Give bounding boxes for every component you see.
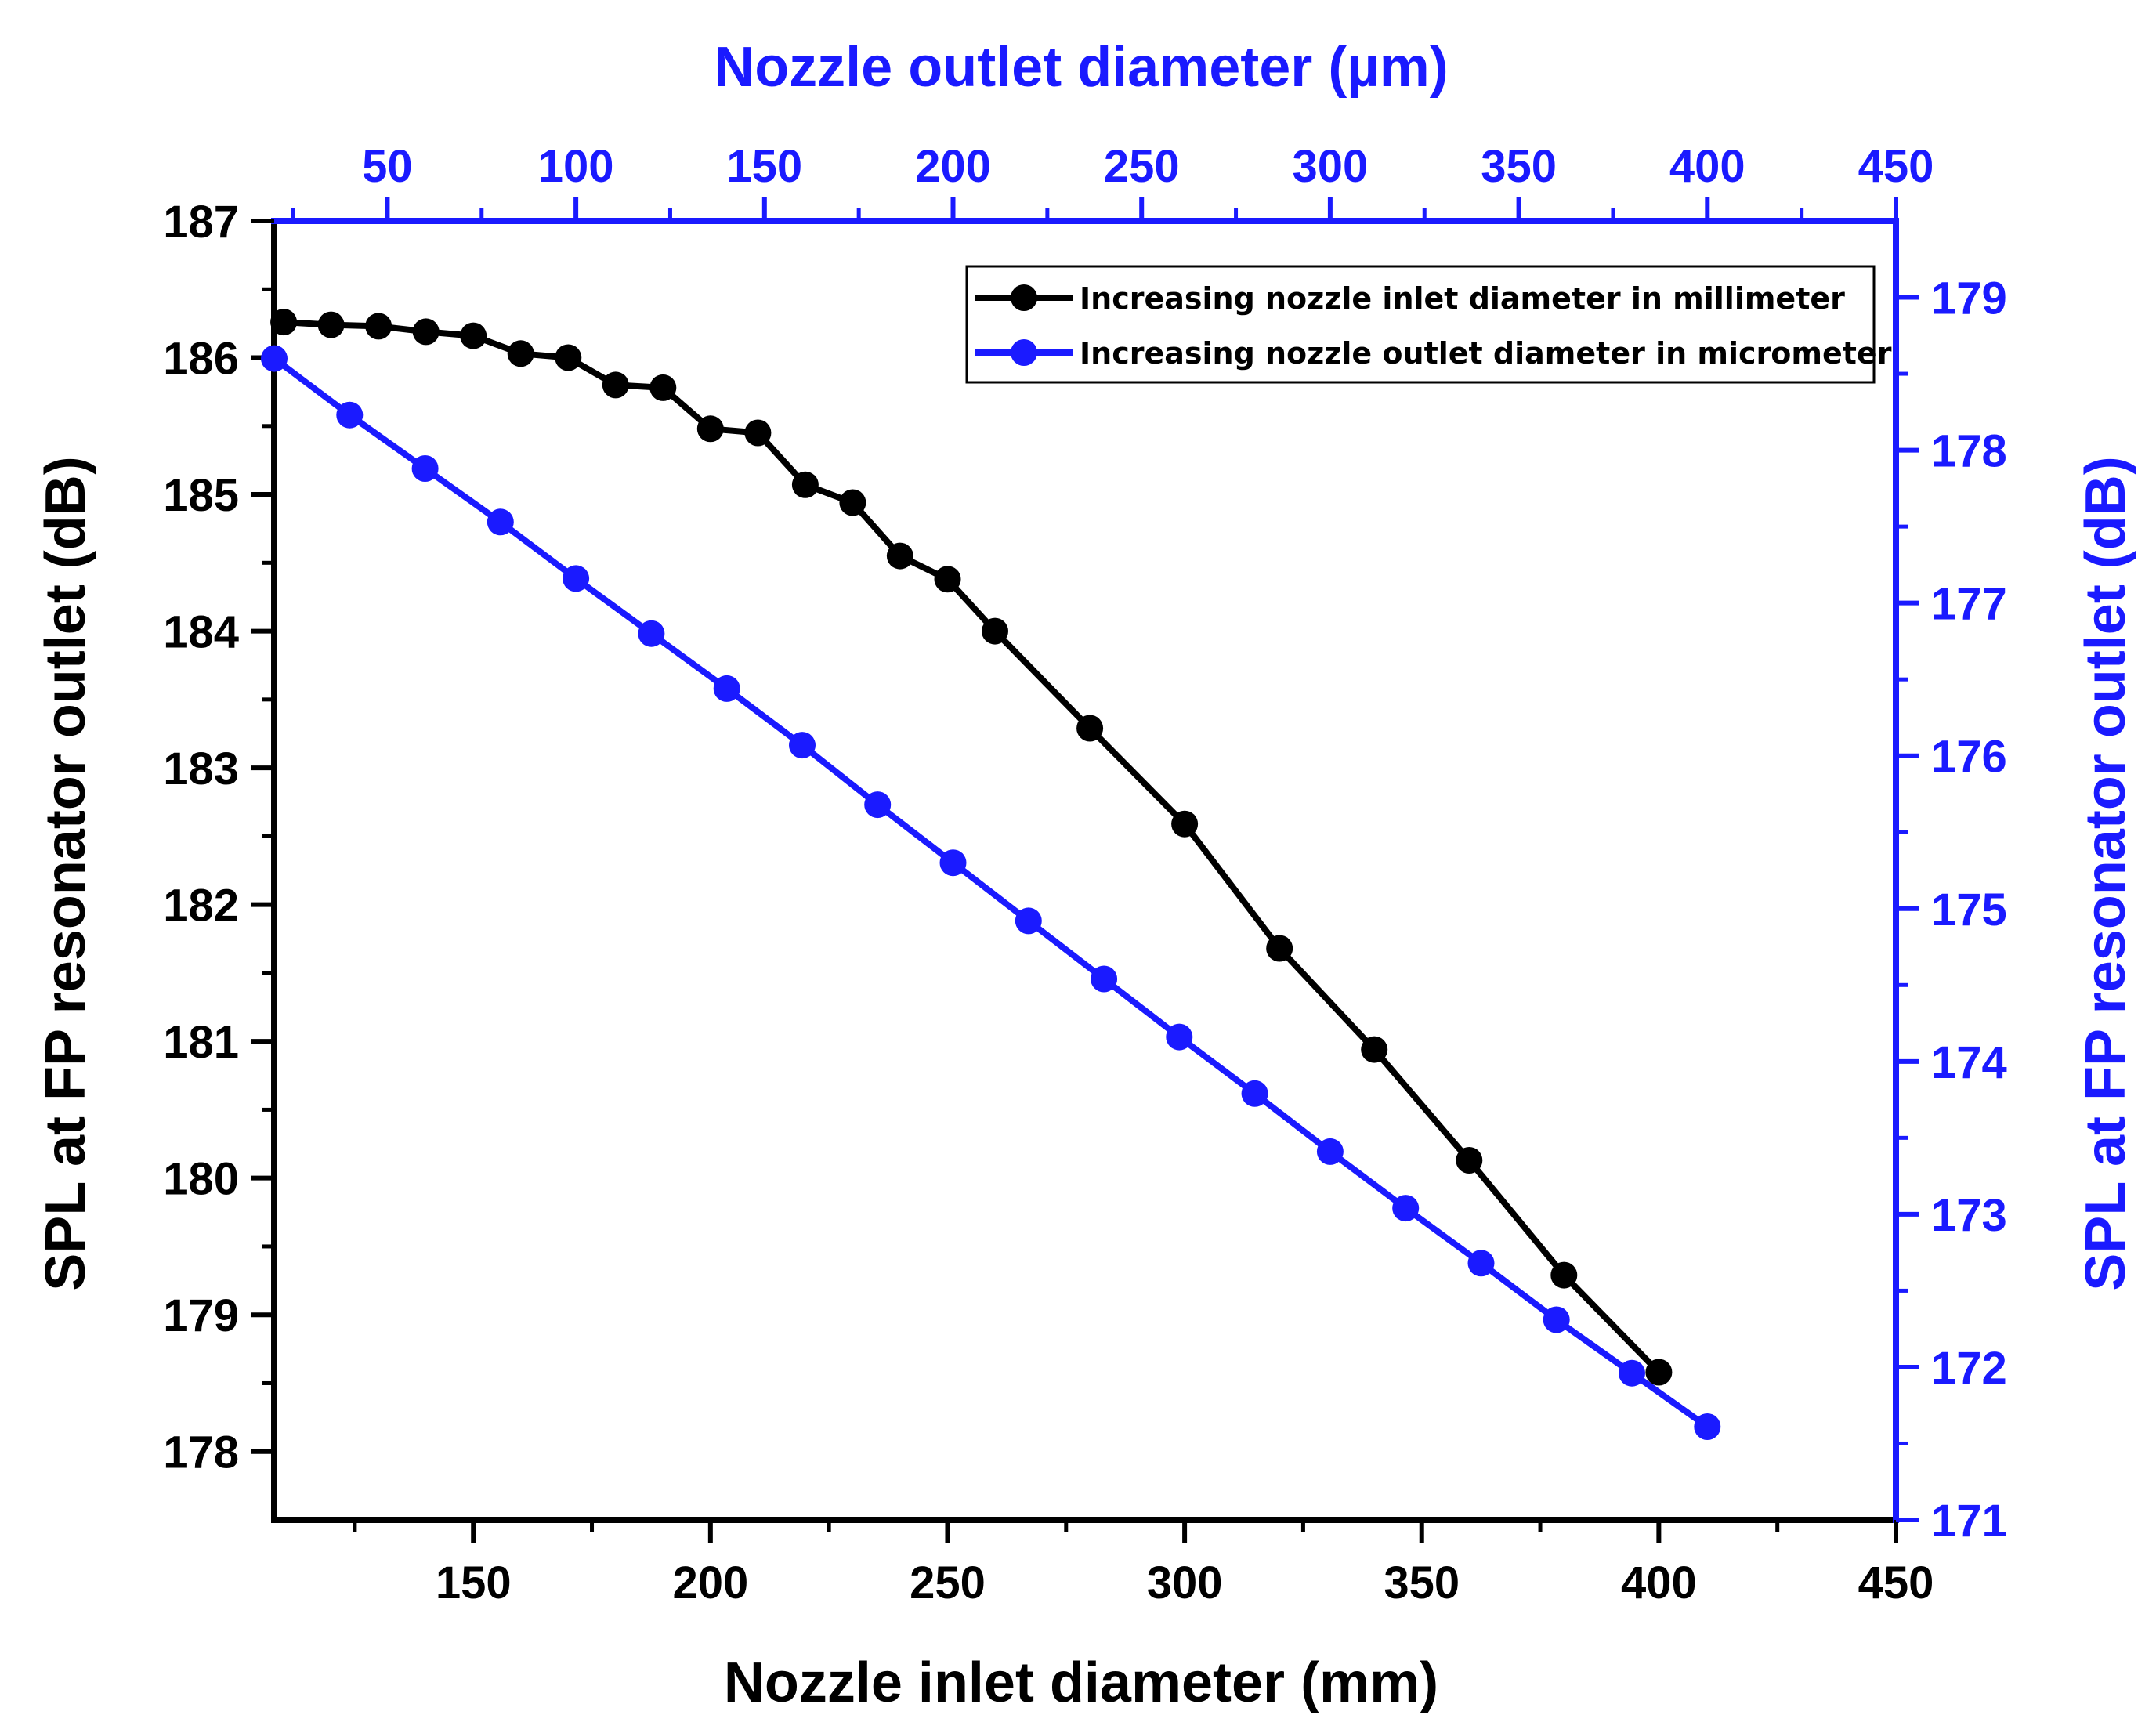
data-point-1: [1166, 1023, 1193, 1051]
right-tick-label: 174: [1931, 1037, 2007, 1088]
legend-box: [965, 265, 1876, 384]
data-point-0: [1550, 1261, 1578, 1289]
data-point-1: [939, 849, 967, 877]
data-point-1: [789, 732, 816, 759]
top-tick-label: 50: [362, 141, 413, 192]
top-tick-label: 250: [1104, 141, 1180, 192]
data-point-1: [1091, 965, 1118, 993]
data-point-1: [1543, 1306, 1570, 1333]
left-tick-label: 181: [163, 1017, 239, 1068]
data-point-1: [336, 401, 364, 429]
bottom-axis-title: Nozzle inlet diameter (mm): [724, 1652, 1438, 1714]
data-point-0: [1171, 810, 1199, 838]
right-tick-label: 176: [1931, 732, 2007, 783]
data-point-1: [487, 508, 514, 536]
data-point-0: [1076, 715, 1104, 742]
data-point-0: [886, 542, 913, 570]
left-tick-label: 178: [163, 1427, 239, 1478]
data-point-0: [412, 318, 440, 346]
data-point-1: [1392, 1195, 1420, 1222]
bottom-tick-label: 350: [1384, 1558, 1460, 1608]
legend: Increasing nozzle inlet diameter in mill…: [965, 265, 1892, 384]
data-point-0: [1361, 1036, 1388, 1063]
data-point-0: [365, 313, 392, 340]
left-axis-title: SPL at FP resonator outlet (dB): [34, 456, 97, 1290]
data-point-0: [460, 322, 487, 349]
data-point-0: [602, 371, 629, 399]
data-point-1: [864, 791, 892, 819]
data-point-0: [839, 489, 866, 516]
data-point-1: [713, 675, 740, 702]
data-point-1: [563, 565, 590, 592]
data-point-0: [555, 344, 582, 371]
top-tick-label: 300: [1293, 141, 1369, 192]
left-tick-label: 185: [163, 470, 239, 521]
data-point-0: [1266, 935, 1293, 962]
right-tick-label: 173: [1931, 1190, 2007, 1241]
legend-label-black: Increasing nozzle inlet diameter in mill…: [1080, 281, 1845, 316]
series-line-1: [272, 356, 1709, 1430]
right-tick-label: 171: [1931, 1496, 2007, 1547]
data-point-0: [982, 617, 1008, 645]
data-point-0: [791, 471, 819, 498]
legend-label-blue: Increasing nozzle outlet diameter in mic…: [1080, 336, 1892, 371]
data-point-0: [1456, 1147, 1483, 1174]
bottom-tick-label: 200: [672, 1558, 748, 1608]
data-point-1: [1694, 1413, 1721, 1440]
top-tick-label: 350: [1481, 141, 1557, 192]
left-tick-label: 187: [163, 197, 239, 248]
data-point-1: [1015, 907, 1042, 935]
top-tick-label: 200: [915, 141, 991, 192]
right-tick-label: 175: [1931, 885, 2007, 935]
right-axis-title: SPL at FP resonator outlet (dB): [2075, 456, 2137, 1290]
bottom-tick-label: 300: [1147, 1558, 1223, 1608]
data-point-0: [270, 309, 298, 336]
left-tick-label: 186: [163, 334, 239, 385]
right-tick-label: 177: [1931, 579, 2007, 630]
top-tick-label: 450: [1858, 141, 1934, 192]
bottom-tick-label: 150: [436, 1558, 512, 1608]
right-tick-label: 179: [1931, 273, 2007, 324]
data-point-0: [744, 419, 772, 447]
right-tick-label: 172: [1931, 1343, 2007, 1394]
top-axis-title: Nozzle outlet diameter (µm): [714, 36, 1449, 99]
left-tick-label: 182: [163, 881, 239, 932]
data-point-1: [1316, 1138, 1344, 1165]
data-point-0: [934, 566, 961, 593]
top-tick-label: 100: [538, 141, 614, 192]
top-tick-label: 400: [1669, 141, 1745, 192]
data-point-0: [696, 415, 724, 443]
bottom-tick-label: 450: [1858, 1558, 1934, 1608]
left-tick-label: 184: [163, 607, 239, 658]
right-tick-label: 178: [1931, 426, 2007, 477]
data-point-1: [261, 345, 288, 372]
top-tick-label: 150: [726, 141, 802, 192]
series-line-0: [283, 319, 1662, 1375]
left-tick-label: 183: [163, 743, 239, 794]
data-point-1: [638, 620, 665, 647]
bottom-tick-label: 250: [910, 1558, 986, 1608]
data-point-0: [649, 374, 677, 401]
left-tick-label: 180: [163, 1154, 239, 1205]
data-point-0: [1645, 1359, 1673, 1386]
data-point-1: [1467, 1250, 1495, 1277]
legend-marker-blue: [1011, 339, 1037, 366]
data-point-0: [317, 311, 345, 338]
data-point-1: [411, 455, 439, 482]
data-point-0: [507, 340, 534, 367]
data-point-1: [1619, 1359, 1645, 1387]
bottom-tick-label: 400: [1621, 1558, 1697, 1608]
data-point-1: [1241, 1080, 1268, 1107]
left-tick-label: 179: [163, 1290, 239, 1341]
legend-marker-black: [1011, 284, 1037, 311]
